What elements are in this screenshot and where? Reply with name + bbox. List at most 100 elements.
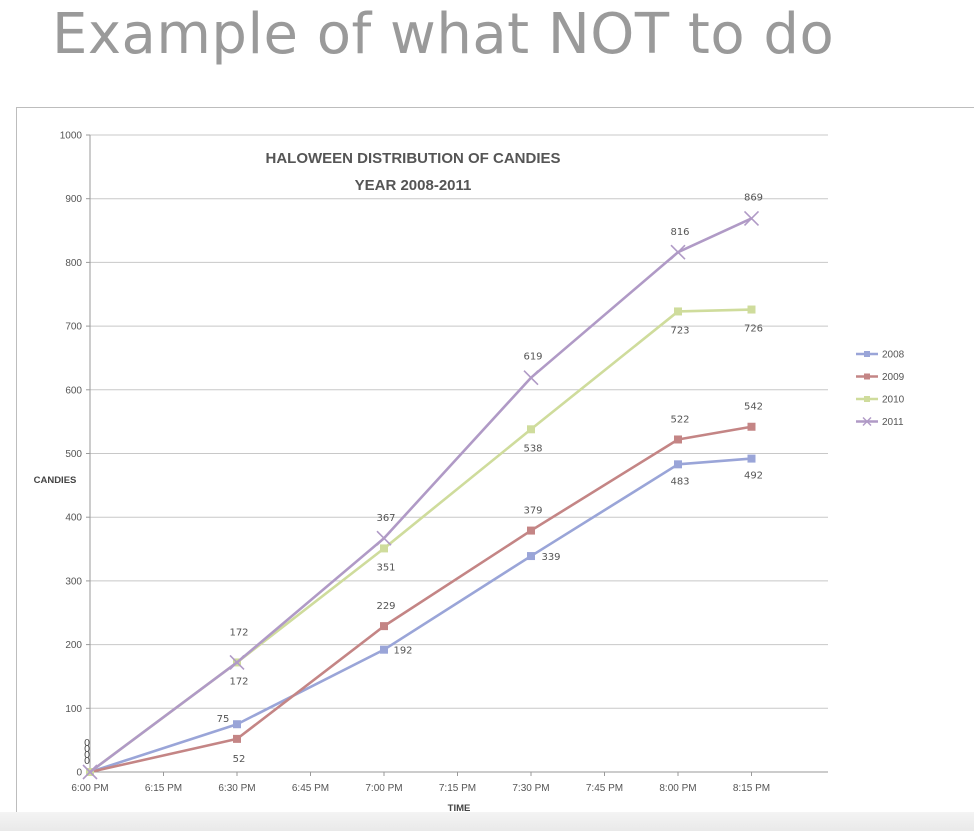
series-line-2010 xyxy=(89,308,752,774)
x-marker-stroke xyxy=(523,370,539,386)
chart-subtitle: YEAR 2008-2011 xyxy=(355,177,472,194)
legend-marker xyxy=(864,351,870,357)
y-tick-label: 400 xyxy=(65,513,82,524)
data-label: 0 xyxy=(84,744,90,755)
data-label: 75 xyxy=(217,714,230,725)
x-marker-stroke xyxy=(376,530,392,546)
data-label: 0 xyxy=(84,756,90,767)
data-label: 619 xyxy=(523,352,542,363)
data-label: 816 xyxy=(670,227,689,238)
x-tick-label: 6:15 PM xyxy=(145,783,182,794)
data-point xyxy=(233,720,241,729)
x-marker-stroke xyxy=(229,654,245,671)
data-label: 483 xyxy=(670,476,689,487)
data-point xyxy=(527,552,535,561)
gridlines xyxy=(90,134,828,709)
x-tick-label: 6:00 PM xyxy=(71,783,108,794)
series-line-2008 xyxy=(89,457,752,774)
data-point xyxy=(527,425,535,434)
x-tick-label: 6:45 PM xyxy=(292,783,329,794)
data-label: 229 xyxy=(376,601,395,612)
y-tick-label: 500 xyxy=(65,449,82,460)
legend-item-2009: 2009 xyxy=(856,372,905,383)
y-tick-label: 200 xyxy=(65,640,82,651)
data-point xyxy=(380,645,388,654)
x-marker-stroke xyxy=(743,210,760,227)
data-point xyxy=(380,622,388,631)
chart-title: HALOWEEN DISTRIBUTION OF CANDIES xyxy=(266,150,561,167)
bottom-edge xyxy=(0,812,974,831)
data-point xyxy=(670,244,686,260)
slide-title: Example of what NOT to do xyxy=(52,2,835,67)
y-tick-label: 800 xyxy=(65,258,82,269)
data-point xyxy=(743,210,760,227)
x-tick-label: 7:30 PM xyxy=(512,783,549,794)
x-marker-stroke xyxy=(670,244,686,260)
x-tick-label: 7:00 PM xyxy=(365,783,402,794)
chart-frame xyxy=(16,107,974,823)
data-point xyxy=(82,764,98,780)
data-point xyxy=(747,422,756,431)
data-label: 367 xyxy=(376,513,395,524)
y-tick-label: 900 xyxy=(65,194,82,205)
legend-item-2010: 2010 xyxy=(856,395,905,406)
data-label: 492 xyxy=(744,471,763,482)
data-label: 538 xyxy=(523,443,542,454)
data-label: 52 xyxy=(233,754,246,765)
x-axis-title: TIME xyxy=(448,803,471,814)
data-label: 542 xyxy=(744,402,763,413)
y-tick-label: 300 xyxy=(65,576,82,587)
x-tick-label: 7:15 PM xyxy=(439,783,476,794)
series-2009 xyxy=(86,422,756,776)
x-tick-label: 6:30 PM xyxy=(218,783,255,794)
data-point xyxy=(376,530,392,546)
series-2011 xyxy=(82,210,760,780)
data-label: 172 xyxy=(229,676,248,687)
legend-marker xyxy=(864,396,870,402)
legend-label: 2011 xyxy=(882,417,904,428)
data-label: 172 xyxy=(229,627,248,638)
data-label: 379 xyxy=(523,506,542,517)
y-tick-label: 700 xyxy=(65,322,82,333)
legend-marker xyxy=(864,373,870,380)
data-label: 522 xyxy=(670,414,689,425)
data-label: 726 xyxy=(744,324,763,335)
data-label: 339 xyxy=(541,552,560,563)
data-label: 869 xyxy=(744,192,763,203)
series-2010 xyxy=(86,305,756,776)
data-point xyxy=(229,654,245,671)
data-label: 351 xyxy=(376,562,395,573)
data-point xyxy=(747,305,756,314)
data-point xyxy=(674,460,682,469)
y-tick-label: 1000 xyxy=(60,131,83,142)
legend-item-2011: 2011 xyxy=(856,417,904,428)
data-point xyxy=(523,370,539,386)
series xyxy=(82,210,760,780)
x-tick-label: 7:45 PM xyxy=(586,783,623,794)
y-axis-title: CANDIES xyxy=(34,475,77,486)
data-point xyxy=(233,734,241,743)
legend-label: 2009 xyxy=(882,372,905,383)
data-point xyxy=(527,526,535,535)
y-tick-label: 0 xyxy=(76,768,82,779)
legend-label: 2008 xyxy=(882,350,905,361)
data-point xyxy=(380,544,388,553)
series-line-2009 xyxy=(89,425,752,774)
data-point xyxy=(747,454,756,463)
series-2008 xyxy=(86,454,756,776)
legend-marker xyxy=(862,417,872,426)
legend-label: 2010 xyxy=(882,395,905,406)
series-line-2011 xyxy=(89,217,753,774)
y-tick-label: 600 xyxy=(65,385,82,396)
x-tick-label: 8:00 PM xyxy=(659,783,696,794)
data-label: 723 xyxy=(670,325,689,336)
data-point xyxy=(674,435,682,444)
data-label: 0 xyxy=(84,738,90,749)
x-marker-stroke xyxy=(82,764,98,780)
data-label: 0 xyxy=(84,750,90,761)
y-tick-label: 100 xyxy=(65,704,82,715)
data-labels: 0 75 192 339 483 492 0 52 229 379 522 542 0 172 351 538… xyxy=(84,192,763,767)
legend: 2008 2009 2010 2011 xyxy=(856,350,905,428)
legend-item-2008: 2008 xyxy=(856,350,905,361)
